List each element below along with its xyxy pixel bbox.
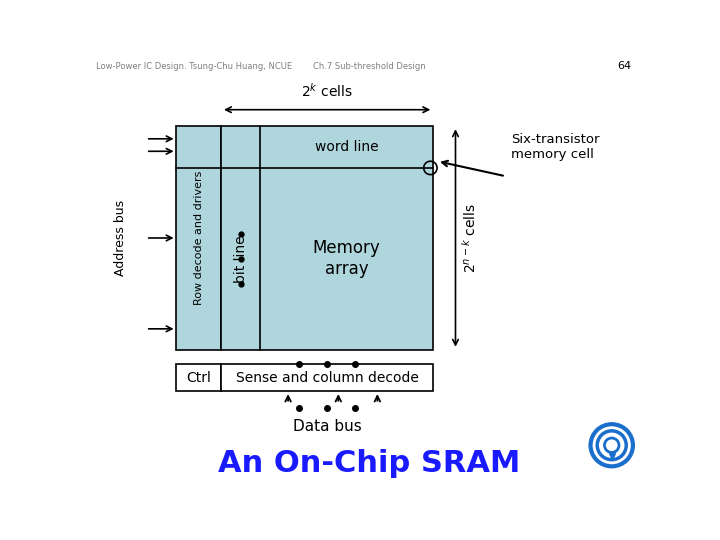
Text: Data bus: Data bus <box>293 419 361 434</box>
Text: 2$^{n-k}$ cells: 2$^{n-k}$ cells <box>461 203 479 273</box>
Text: Ch.7 Sub-threshold Design: Ch.7 Sub-threshold Design <box>312 62 426 71</box>
Text: Ctrl: Ctrl <box>186 370 211 384</box>
Bar <box>176 364 221 391</box>
Text: bit line: bit line <box>234 235 248 282</box>
Text: word line: word line <box>315 140 379 154</box>
Bar <box>176 126 221 349</box>
Text: Sense and column decode: Sense and column decode <box>235 370 418 384</box>
Text: 64: 64 <box>617 61 631 71</box>
Text: Row decode and drivers: Row decode and drivers <box>194 171 204 305</box>
Text: 2$^k$ cells: 2$^k$ cells <box>301 82 353 99</box>
Text: Six-transistor
memory cell: Six-transistor memory cell <box>511 133 600 161</box>
Bar <box>221 364 433 391</box>
Bar <box>221 126 433 349</box>
Text: Memory
array: Memory array <box>312 239 381 278</box>
Text: Address bus: Address bus <box>114 200 127 276</box>
Text: An On-Chip SRAM: An On-Chip SRAM <box>218 449 520 478</box>
Text: Low-Power IC Design. Tsung-Chu Huang, NCUE: Low-Power IC Design. Tsung-Chu Huang, NC… <box>96 62 292 71</box>
